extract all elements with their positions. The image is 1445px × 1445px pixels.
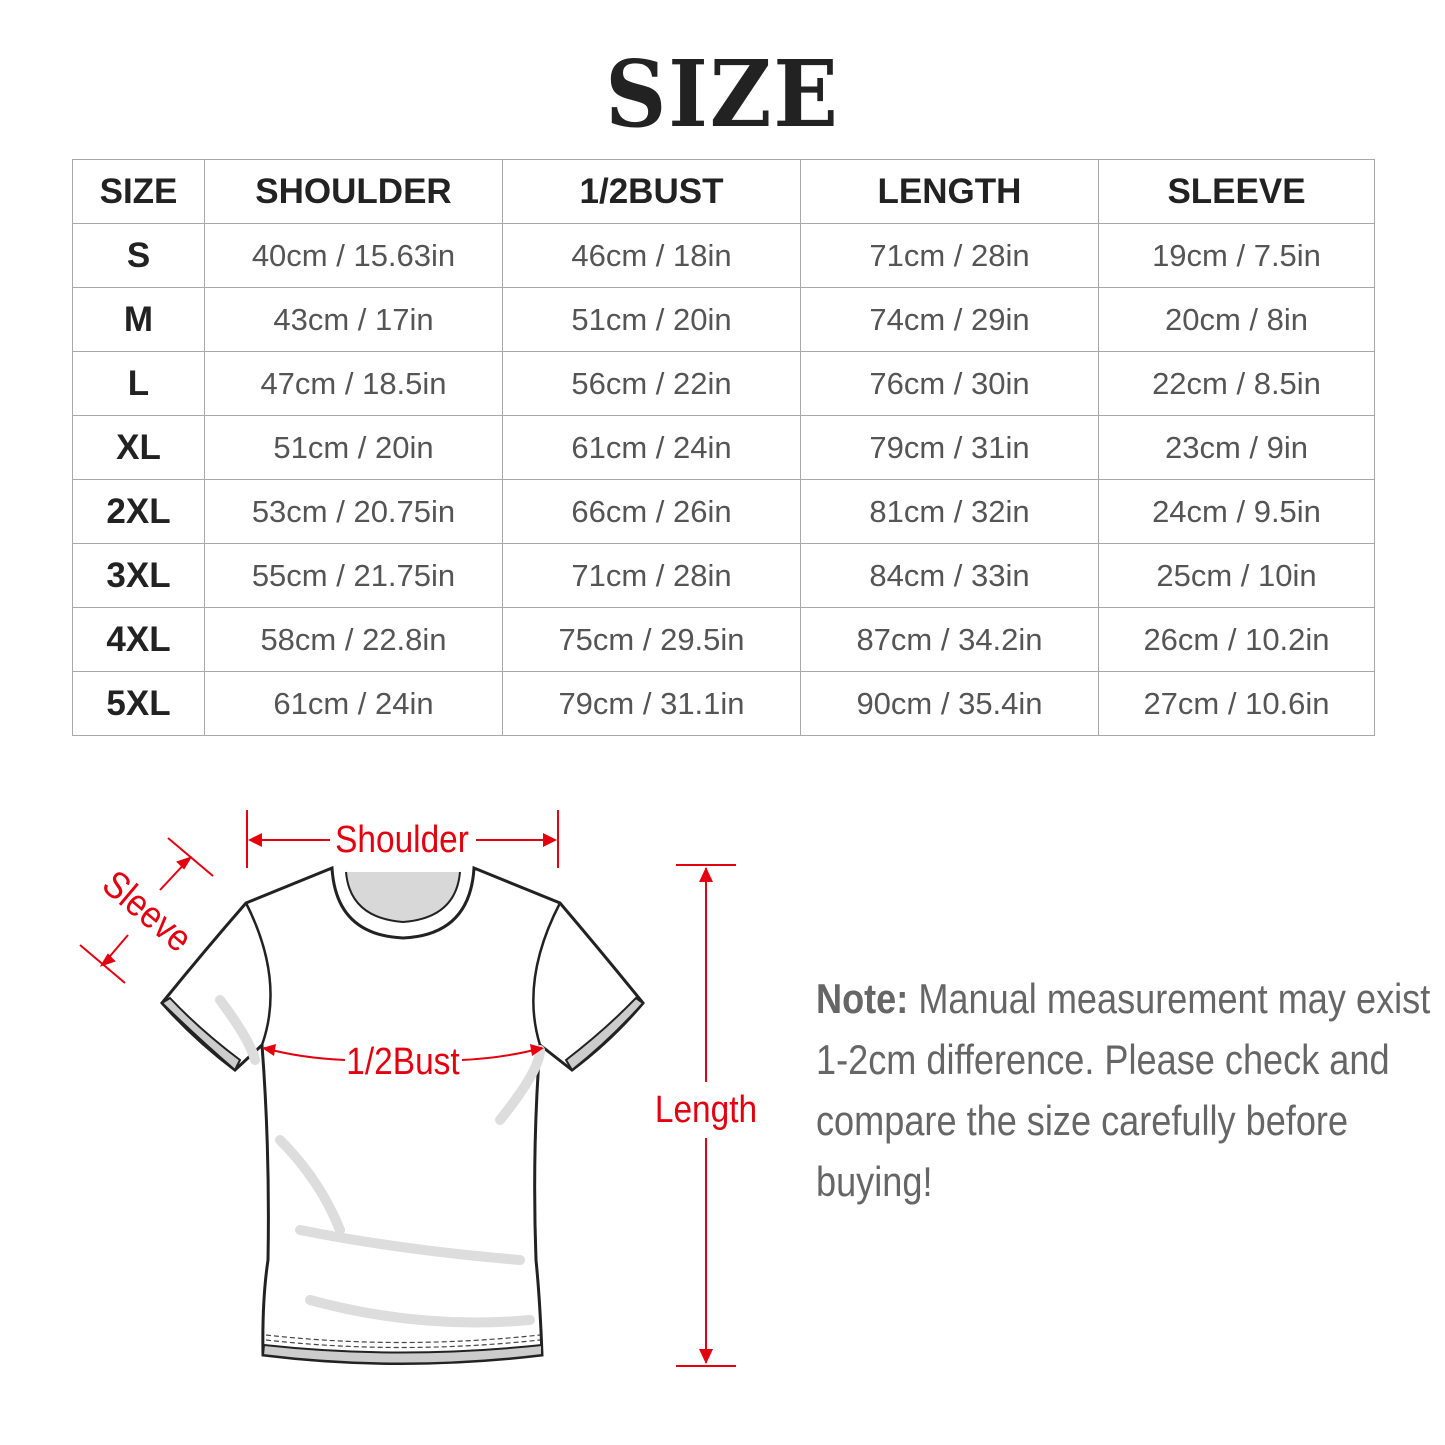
page-title: SIZE [605,40,840,148]
size-cell: 5XL [72,671,205,736]
measurement-cell: 27cm / 10.6in [1098,671,1375,736]
sleeve-label: Sleeve [95,862,201,960]
measurement-cell: 56cm / 22in [502,351,801,416]
measurement-cell: 79cm / 31.1in [502,671,801,736]
measurement-cell: 71cm / 28in [502,543,801,608]
table-row: 2XL 53cm / 20.75in 66cm / 26in 81cm / 32in 2… [72,479,1375,544]
size-cell: S [72,223,205,288]
tshirt-outline [160,865,645,1365]
measurement-cell: 25cm / 10in [1098,543,1375,608]
measurement-cell: 81cm / 32in [800,479,1099,544]
measurement-cell: 79cm / 31in [800,415,1099,480]
measurement-cell: 24cm / 9.5in [1098,479,1375,544]
sleeve-measure [79,837,214,984]
measurement-cell: 55cm / 21.75in [204,543,503,608]
table-row: 4XL 58cm / 22.8in 75cm / 29.5in 87cm / 34.2… [72,607,1375,672]
table-row: 5XL 61cm / 24in 79cm / 31.1in 90cm / 35.4in… [72,671,1375,736]
size-table: SIZE SHOULDER 1/2BUST LENGTH SLEEVE S 40cm / … [72,159,1375,736]
table-row: 3XL 55cm / 21.75in 71cm / 28in 84cm / 33in 2… [72,543,1375,608]
note-text: Note: Manual measurement may exist 1-2cm… [816,968,1435,1212]
measurement-cell: 76cm / 30in [800,351,1099,416]
size-cell: 3XL [72,543,205,608]
measurement-cell: 47cm / 18.5in [204,351,503,416]
measurement-cell: 22cm / 8.5in [1098,351,1375,416]
length-measure [676,864,736,1367]
size-cell: L [72,351,205,416]
table-row: S 40cm / 15.63in 46cm / 18in 71cm / 28in 19c… [72,223,1375,288]
measurement-cell: 61cm / 24in [204,671,503,736]
size-cell: 4XL [72,607,205,672]
measurement-cell: 74cm / 29in [800,287,1099,352]
column-header: LENGTH [800,159,1099,224]
bust-measure [262,1044,544,1061]
measurement-cell: 51cm / 20in [204,415,503,480]
measurement-cell: 26cm / 10.2in [1098,607,1375,672]
table-row: XL 51cm / 20in 61cm / 24in 79cm / 31in 23cm … [72,415,1375,480]
note-body: Manual measurement may exist 1-2cm diffe… [816,975,1431,1205]
measurement-cell: 87cm / 34.2in [800,607,1099,672]
column-header: 1/2BUST [502,159,801,224]
size-cell: M [72,287,205,352]
table-row: M 43cm / 17in 51cm / 20in 74cm / 29in 20cm /… [72,287,1375,352]
measurement-cell: 75cm / 29.5in [502,607,801,672]
measurement-cell: 71cm / 28in [800,223,1099,288]
shoulder-label: Shoulder [335,818,469,860]
measurement-cell: 40cm / 15.63in [204,223,503,288]
size-cell: 2XL [72,479,205,544]
measurement-cell: 66cm / 26in [502,479,801,544]
column-header: SHOULDER [204,159,503,224]
measurement-cell: 51cm / 20in [502,287,801,352]
table-header-row: SIZE SHOULDER 1/2BUST LENGTH SLEEVE [72,159,1375,224]
column-header: SLEEVE [1098,159,1375,224]
tshirt-diagram: Shoulder Sleeve 1/2Bust Length [79,810,757,1367]
measurement-cell: 90cm / 35.4in [800,671,1099,736]
measurement-cell: 61cm / 24in [502,415,801,480]
measurement-cell: 53cm / 20.75in [204,479,503,544]
measurement-cell: 84cm / 33in [800,543,1099,608]
measurement-cell: 58cm / 22.8in [204,607,503,672]
measurement-cell: 23cm / 9in [1098,415,1375,480]
column-header: SIZE [72,159,205,224]
table-row: L 47cm / 18.5in 56cm / 22in 76cm / 30in 22cm… [72,351,1375,416]
size-cell: XL [72,415,205,480]
measurement-cell: 20cm / 8in [1098,287,1375,352]
measurement-cell: 43cm / 17in [204,287,503,352]
bust-label: 1/2Bust [346,1040,459,1082]
note-label: Note: [816,975,909,1022]
length-label: Length [655,1088,757,1130]
shoulder-measure [246,810,559,868]
measurement-cell: 46cm / 18in [502,223,801,288]
measurement-cell: 19cm / 7.5in [1098,223,1375,288]
